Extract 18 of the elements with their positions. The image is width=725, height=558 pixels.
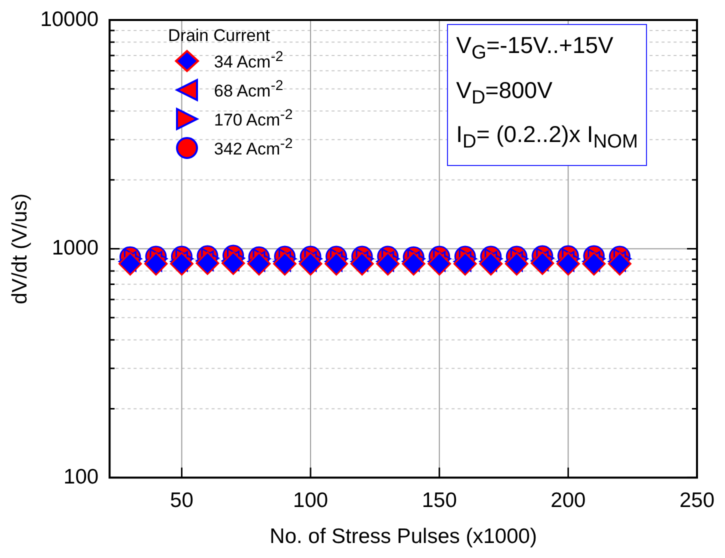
annotation: I$_{D}$= (0.2..2)x I$_{NOM}$ bbox=[456, 120, 638, 155]
y-axis-title: dV/dt (V/us) bbox=[8, 193, 32, 304]
x-axis-title: No. of Stress Pulses (x1000) bbox=[270, 525, 537, 548]
legend-title: Drain Current bbox=[168, 26, 272, 46]
y-tick-label: 100 bbox=[64, 465, 99, 488]
legend-label: 68 Acm$^{-2}$ bbox=[214, 78, 284, 102]
x-tick-label: 50 bbox=[170, 488, 194, 512]
x-tick-label: 150 bbox=[422, 488, 457, 512]
annotation: V$_{D}$=800V bbox=[456, 76, 554, 110]
x-tick-label: 250 bbox=[679, 488, 715, 512]
x-tick-label: 200 bbox=[550, 488, 586, 512]
y-tick-label: 1000 bbox=[52, 236, 99, 260]
legend-label: 34 Acm$^{-2}$ bbox=[214, 48, 284, 72]
legend-label: 342 Acm$^{-2}$ bbox=[214, 136, 293, 160]
x-tick-label: 100 bbox=[293, 488, 328, 512]
legend-label: 170 Acm$^{-2}$ bbox=[214, 106, 293, 130]
y-tick-label: 10000 bbox=[40, 8, 99, 31]
annotation: V$_{G}$=-15V..+15V bbox=[456, 31, 614, 66]
